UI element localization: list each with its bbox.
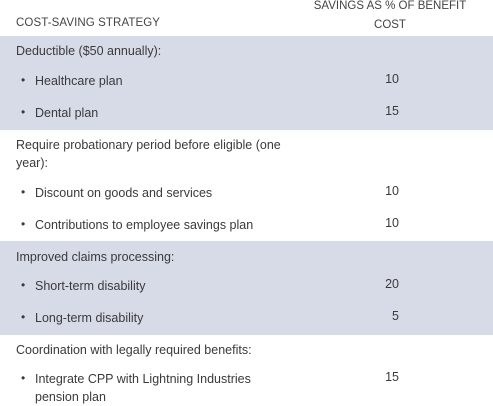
value-integrate: 15 <box>385 370 399 384</box>
item-healthcare-plan: Healthcare plan <box>35 74 123 88</box>
column-header-savings-line2: COST <box>374 19 406 31</box>
bullet-icon: • <box>21 278 26 292</box>
value-discount: 10 <box>385 184 399 198</box>
bullet-icon: • <box>21 73 26 87</box>
group-heading-claims: Improved claims processing: <box>16 250 175 264</box>
value-long-term: 5 <box>392 309 399 323</box>
bullet-icon: • <box>21 185 26 199</box>
value-healthcare-plan: 10 <box>385 72 399 86</box>
item-contributions: Contributions to employee savings plan <box>35 218 254 232</box>
bullet-icon: • <box>21 310 26 324</box>
column-header-savings: SAVINGS AS % OF BENEFIT COST <box>300 0 480 35</box>
value-dental-plan: 15 <box>385 104 399 118</box>
group-heading-probation-line1: Require probationary period before eligi… <box>16 138 281 152</box>
item-dental-plan: Dental plan <box>35 106 99 120</box>
group-heading-deductible: Deductible ($50 annually): <box>16 44 162 58</box>
item-integrate-line1: Integrate CPP with Lightning Industries <box>35 372 251 386</box>
bullet-icon: • <box>21 105 26 119</box>
item-integrate-line2: pension plan <box>35 390 106 404</box>
value-short-term: 20 <box>385 277 399 291</box>
bullet-icon: • <box>21 217 26 231</box>
group-heading-coordination: Coordination with legally required benef… <box>16 343 252 357</box>
column-header-savings-line1: SAVINGS AS % OF BENEFIT <box>313 0 467 12</box>
bullet-icon: • <box>21 371 26 385</box>
column-header-strategy: COST-SAVING STRATEGY <box>16 17 161 29</box>
value-contributions: 10 <box>385 216 399 230</box>
item-short-term: Short-term disability <box>35 279 146 293</box>
row-group-deductible-band <box>0 36 493 130</box>
row-group-claims-band <box>0 241 493 335</box>
group-heading-probation-line2: year): <box>16 156 48 170</box>
item-long-term: Long-term disability <box>35 311 144 325</box>
item-discount: Discount on goods and services <box>35 186 213 200</box>
